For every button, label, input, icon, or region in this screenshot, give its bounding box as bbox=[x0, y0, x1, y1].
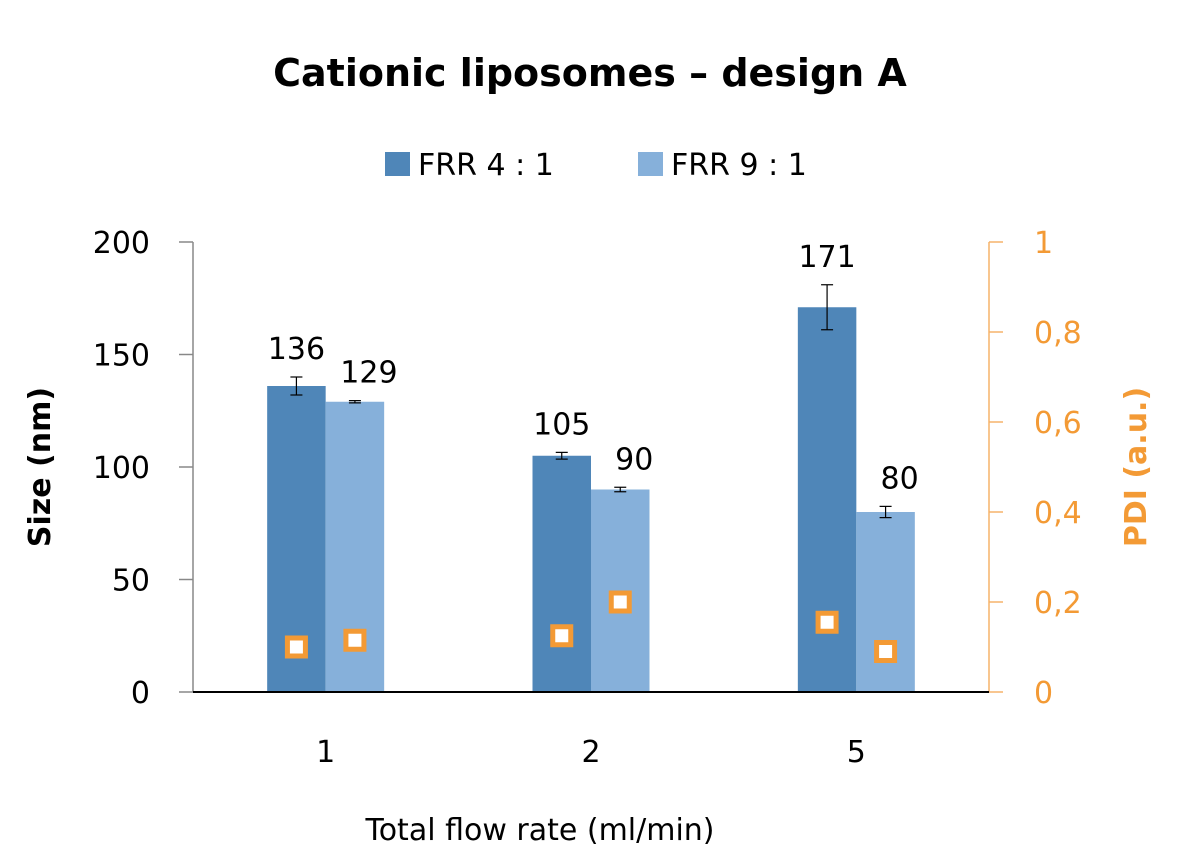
bar bbox=[856, 512, 915, 692]
bars bbox=[267, 307, 915, 692]
pdi-marker bbox=[550, 624, 574, 648]
data-label: 105 bbox=[533, 407, 590, 442]
data-labels: 136 129 105 90 171 80 bbox=[268, 240, 919, 497]
y2-tick-label: 1 bbox=[1034, 226, 1053, 261]
x-tick-label: 5 bbox=[847, 735, 866, 770]
y-tick-label: 200 bbox=[93, 226, 150, 261]
x-axis-title: Total flow rate (ml/min) bbox=[364, 813, 714, 848]
pdi-marker bbox=[284, 635, 308, 659]
data-label: 80 bbox=[880, 461, 918, 496]
y-tick-label: 150 bbox=[93, 339, 150, 374]
error-bars bbox=[290, 284, 892, 519]
right-axis: 0 0,2 0,4 0,6 0,8 1 bbox=[988, 226, 1082, 711]
data-label: 129 bbox=[340, 356, 397, 391]
bar bbox=[532, 455, 591, 692]
bar bbox=[797, 307, 857, 692]
y-tick-label: 50 bbox=[112, 564, 150, 599]
y2-tick-label: 0 bbox=[1034, 676, 1053, 711]
legend-label-frr9: FRR 9 : 1 bbox=[671, 148, 807, 183]
pdi-markers bbox=[284, 590, 898, 663]
y2-tick-label: 0,8 bbox=[1034, 316, 1082, 351]
x-tick-label: 1 bbox=[316, 735, 335, 770]
data-label: 90 bbox=[615, 442, 653, 477]
pdi-marker bbox=[608, 590, 632, 614]
left-axis: 0 50 100 150 200 bbox=[93, 226, 194, 711]
y-axis-title: Size (nm) bbox=[23, 387, 58, 547]
chart-title: Cationic liposomes – design A bbox=[273, 51, 907, 95]
y2-tick-label: 0,6 bbox=[1034, 406, 1082, 441]
legend-swatch-frr9 bbox=[638, 152, 663, 176]
legend-label-frr4: FRR 4 : 1 bbox=[418, 148, 554, 183]
pdi-marker bbox=[815, 610, 839, 634]
data-label: 171 bbox=[798, 240, 855, 275]
x-tick-label: 2 bbox=[581, 735, 600, 770]
pdi-marker bbox=[343, 628, 367, 652]
y2-axis-title: PDI (a.u.) bbox=[1119, 387, 1154, 547]
y-tick-label: 0 bbox=[131, 676, 150, 711]
y2-tick-label: 0,2 bbox=[1034, 586, 1082, 621]
x-ticks: 1 2 5 bbox=[316, 735, 866, 770]
legend: FRR 4 : 1 FRR 9 : 1 bbox=[385, 148, 807, 183]
legend-swatch-frr4 bbox=[385, 152, 410, 176]
pdi-marker bbox=[874, 640, 898, 663]
y-tick-label: 100 bbox=[93, 451, 150, 486]
data-label: 136 bbox=[268, 332, 325, 367]
y2-tick-label: 0,4 bbox=[1034, 496, 1082, 531]
